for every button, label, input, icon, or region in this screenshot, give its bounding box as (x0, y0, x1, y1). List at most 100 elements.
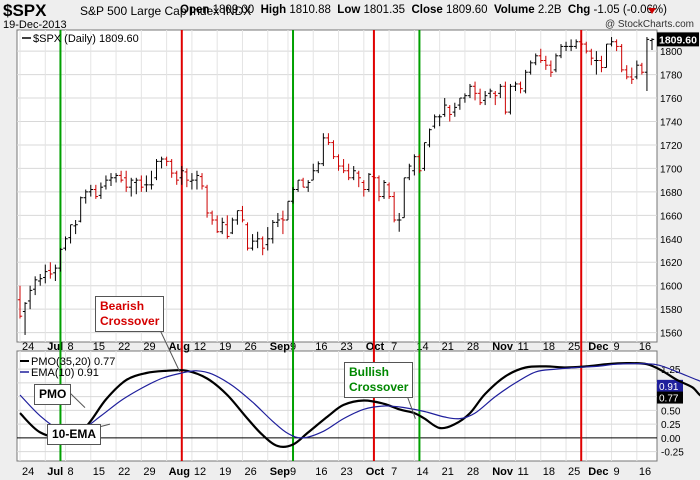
ohlc-bar (553, 53, 559, 73)
ohlc-bar (326, 133, 331, 145)
ema-last-tag (657, 379, 683, 392)
ohlc-bar (260, 236, 265, 256)
x-tick-label: Sep (270, 341, 290, 353)
ohlc-bar (321, 133, 326, 167)
price-tick-label: 1680 (660, 188, 683, 199)
price-tick-label: 1760 (660, 94, 683, 105)
ohlc-bar (144, 175, 149, 192)
price-tick-label: 1800 (660, 47, 683, 58)
x-tick-label: Jul (47, 466, 63, 478)
x-tick-label: 26 (244, 341, 256, 353)
x-tick-label: 19 (219, 341, 231, 353)
ohlc-bar (538, 48, 543, 63)
low-value: 1801.35 (363, 4, 406, 16)
pmo-legend: PMO(35,20) 0.77 (31, 356, 115, 368)
ohlc-bar (73, 220, 78, 235)
x-tick-label: 7 (391, 341, 397, 353)
price-tick-label: 1620 (660, 258, 683, 269)
callout-pointers (69, 329, 416, 429)
open-label: Open (180, 4, 210, 16)
ohlc-bar (240, 205, 245, 223)
bearish-line-2: Crossover (100, 314, 160, 328)
ohlc-bar (123, 170, 129, 192)
x-tick-label: 21 (442, 466, 454, 478)
ohlc-bar (563, 41, 569, 52)
x-tick-label: 9 (614, 466, 620, 478)
ohlc-bar (513, 81, 518, 91)
x-tick-label: 29 (143, 341, 155, 353)
ohlc-bar (159, 156, 164, 169)
x-tick-label: 19 (219, 466, 231, 478)
x-tick-label: 24 (22, 341, 34, 353)
ohlc-bar (179, 166, 184, 185)
ohlc-bar (402, 177, 407, 219)
price-tick-label: 1600 (660, 282, 683, 293)
ohlc-bar (194, 170, 200, 190)
instrument-name: S&P 500 Large Cap Index INDX (80, 4, 251, 18)
x-tick-label: 7 (391, 466, 397, 478)
x-tick-label: Dec (588, 341, 608, 353)
ohlc-bar (397, 212, 402, 232)
x-tick-label: 8 (68, 466, 74, 478)
price-tick-label: 1560 (660, 329, 683, 340)
ohlc-bar (245, 222, 250, 251)
ohlc-bar (422, 142, 427, 171)
ohlc-bar (412, 154, 417, 176)
pmo-pointer (69, 392, 86, 409)
brand-watermark: @ StockCharts.com (604, 19, 694, 30)
x-tick-label: 22 (118, 466, 130, 478)
bullish-line-1: Bullish (349, 365, 390, 379)
pmo-callout: PMO (34, 384, 72, 405)
ohlc-bar (174, 170, 179, 185)
ohlc-bar (93, 184, 99, 199)
ohlc-bar (609, 37, 614, 47)
x-tick-label: 12 (194, 341, 206, 353)
ohlc-bar (619, 44, 624, 73)
ohlc-bar (38, 273, 43, 286)
pmo-last-label: 0.77 (659, 394, 679, 405)
exchange-label: INDX (222, 4, 252, 18)
ohlc-bar (366, 173, 372, 192)
ohlc-bar (88, 184, 93, 197)
price-legend: $SPX (Daily) 1809.60 (33, 33, 139, 45)
ohlc-bar (589, 48, 594, 66)
ohlc-bar (48, 262, 53, 279)
x-tick-label: 9 (614, 341, 620, 353)
ohlc-bar (305, 180, 311, 192)
price-grid: 1560 1580 1600 1620 1640 1660 1680 1700 1720 1740… (17, 32, 699, 340)
ohlc-bar (214, 215, 220, 233)
x-tick-label: 24 (22, 466, 34, 478)
ohlc-bar (447, 105, 452, 122)
ohlc-bar (472, 81, 478, 101)
ohlc-bar (498, 83, 503, 99)
ohlc-bar (634, 60, 640, 80)
ohlc-bar (43, 264, 48, 284)
ohlc-bar (482, 90, 488, 106)
ohlc-bar (225, 215, 230, 239)
ohlc-bar (149, 170, 154, 190)
x-tick-label: 16 (315, 341, 327, 353)
ohlc-bar (417, 154, 422, 174)
ohlc-bar (599, 55, 604, 73)
symbol-title: $SPX (3, 1, 47, 20)
close-value: 1809.60 (446, 4, 488, 16)
ohlc-bar (427, 128, 432, 148)
x-tick-label: Dec (588, 466, 608, 478)
ohlc-bar (452, 102, 458, 117)
ohlc-bar (488, 88, 493, 99)
ohlc-bar (518, 81, 523, 94)
ohlc-bar (644, 37, 650, 91)
ohlc-bar (548, 60, 554, 77)
ohlc-bar (220, 217, 225, 235)
x-tick-label: Aug (169, 341, 190, 353)
ohlc-bar (528, 60, 533, 75)
high-label: High (260, 4, 287, 16)
bullish-line-2: Crossover (349, 380, 409, 394)
ohlc-bar (568, 39, 574, 52)
x-tick-label: 28 (467, 341, 479, 353)
x-tick-label: 28 (467, 466, 479, 478)
ohlc-bar (437, 114, 442, 127)
ohlc-bar (78, 196, 83, 223)
ohlc-bar (386, 182, 392, 199)
